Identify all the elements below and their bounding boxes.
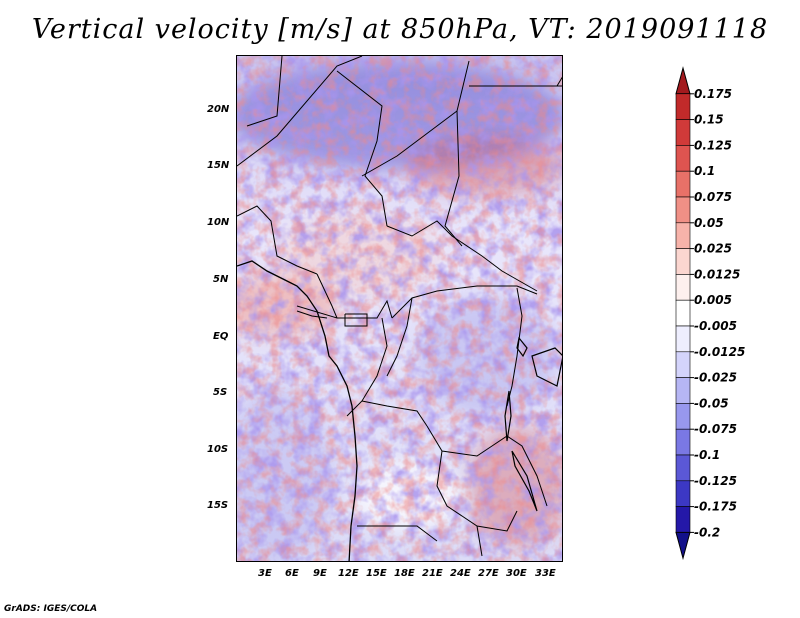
lon-label: 21E bbox=[422, 568, 443, 579]
colorbar-label: 0.025 bbox=[694, 242, 732, 256]
field-map bbox=[237, 56, 562, 561]
coastline bbox=[237, 260, 358, 561]
colorbar-segment bbox=[675, 377, 691, 404]
colorbar-segment bbox=[675, 480, 691, 507]
colorbar-segment bbox=[675, 222, 691, 249]
colorbar-bottom-arrow bbox=[675, 531, 691, 561]
colorbar-segment bbox=[675, 351, 691, 378]
colorbar-segment bbox=[675, 428, 691, 456]
boundaries bbox=[237, 56, 562, 557]
colorbar-label: -0.2 bbox=[694, 525, 720, 539]
colorbar-label: 0.0125 bbox=[694, 267, 740, 281]
colorbar: 0.175 0.15 0.125 0.1 0.075 0.05 0.025 0.0125 0.0… bbox=[660, 60, 790, 561]
colorbar-label: 0.075 bbox=[694, 190, 732, 204]
lon-label: 24E bbox=[450, 568, 471, 579]
lat-label: 10N bbox=[207, 217, 230, 228]
colorbar-label: -0.125 bbox=[694, 474, 737, 488]
lat-label: 5S bbox=[213, 387, 228, 398]
lat-label: 10S bbox=[207, 444, 229, 455]
colorbar-label: 0.15 bbox=[694, 113, 724, 127]
colorbar-top-arrow bbox=[675, 66, 691, 95]
colorbar-segment bbox=[675, 145, 691, 172]
colorbar-segment bbox=[675, 454, 691, 482]
plot-title: Vertical velocity [m/s] at 850hPa, VT: 2… bbox=[31, 14, 769, 45]
lon-label: 12E bbox=[338, 568, 359, 579]
colorbar-segment bbox=[675, 299, 691, 327]
colorbar-label: 0.05 bbox=[694, 216, 724, 230]
lon-label: 15E bbox=[366, 568, 387, 579]
lon-label: 18E bbox=[394, 568, 415, 579]
colorbar-label: 0.005 bbox=[694, 293, 732, 307]
colorbar-label: 0.125 bbox=[694, 138, 732, 152]
colorbar-label: -0.025 bbox=[694, 371, 737, 385]
lon-label: 6E bbox=[285, 568, 299, 579]
lon-label: 3E bbox=[258, 568, 272, 579]
colorbar-segment bbox=[675, 506, 691, 533]
colorbar-label: -0.175 bbox=[694, 500, 737, 514]
colorbar-segment bbox=[675, 274, 691, 301]
lon-label: 33E bbox=[535, 568, 556, 579]
colorbar-label: -0.075 bbox=[694, 422, 737, 436]
colorbar-segment bbox=[675, 248, 691, 275]
colorbar-segment bbox=[675, 403, 691, 430]
lon-label: 27E bbox=[478, 568, 499, 579]
colorbar-label: -0.05 bbox=[694, 396, 729, 410]
footer-credit: GrADS: IGES/COLA bbox=[4, 604, 98, 614]
lat-label: 5N bbox=[213, 274, 229, 285]
colorbar-label: -0.0125 bbox=[694, 345, 745, 359]
colorbar-label: -0.1 bbox=[694, 448, 720, 462]
colorbar-segment bbox=[675, 170, 691, 198]
colorbar-label: 0.1 bbox=[694, 164, 715, 178]
colorbar-segment bbox=[675, 196, 691, 224]
lat-label: 15N bbox=[207, 160, 230, 171]
lat-label: EQ bbox=[213, 331, 229, 342]
colorbar-label: 0.175 bbox=[694, 87, 732, 101]
field-texture-red bbox=[237, 56, 562, 561]
colorbar-label: -0.005 bbox=[694, 319, 737, 333]
lat-label: 15S bbox=[207, 500, 229, 511]
colorbar-segment bbox=[675, 325, 691, 353]
map-panel bbox=[236, 55, 563, 562]
lat-label: 20N bbox=[207, 104, 230, 115]
colorbar-segment bbox=[675, 119, 691, 146]
lon-label: 30E bbox=[506, 568, 527, 579]
colorbar-graphic: 0.175 0.15 0.125 0.1 0.075 0.05 0.025 0.0125 0.0… bbox=[675, 66, 745, 561]
lon-label: 9E bbox=[313, 568, 327, 579]
colorbar-segment bbox=[675, 93, 691, 120]
lakes bbox=[504, 336, 562, 512]
